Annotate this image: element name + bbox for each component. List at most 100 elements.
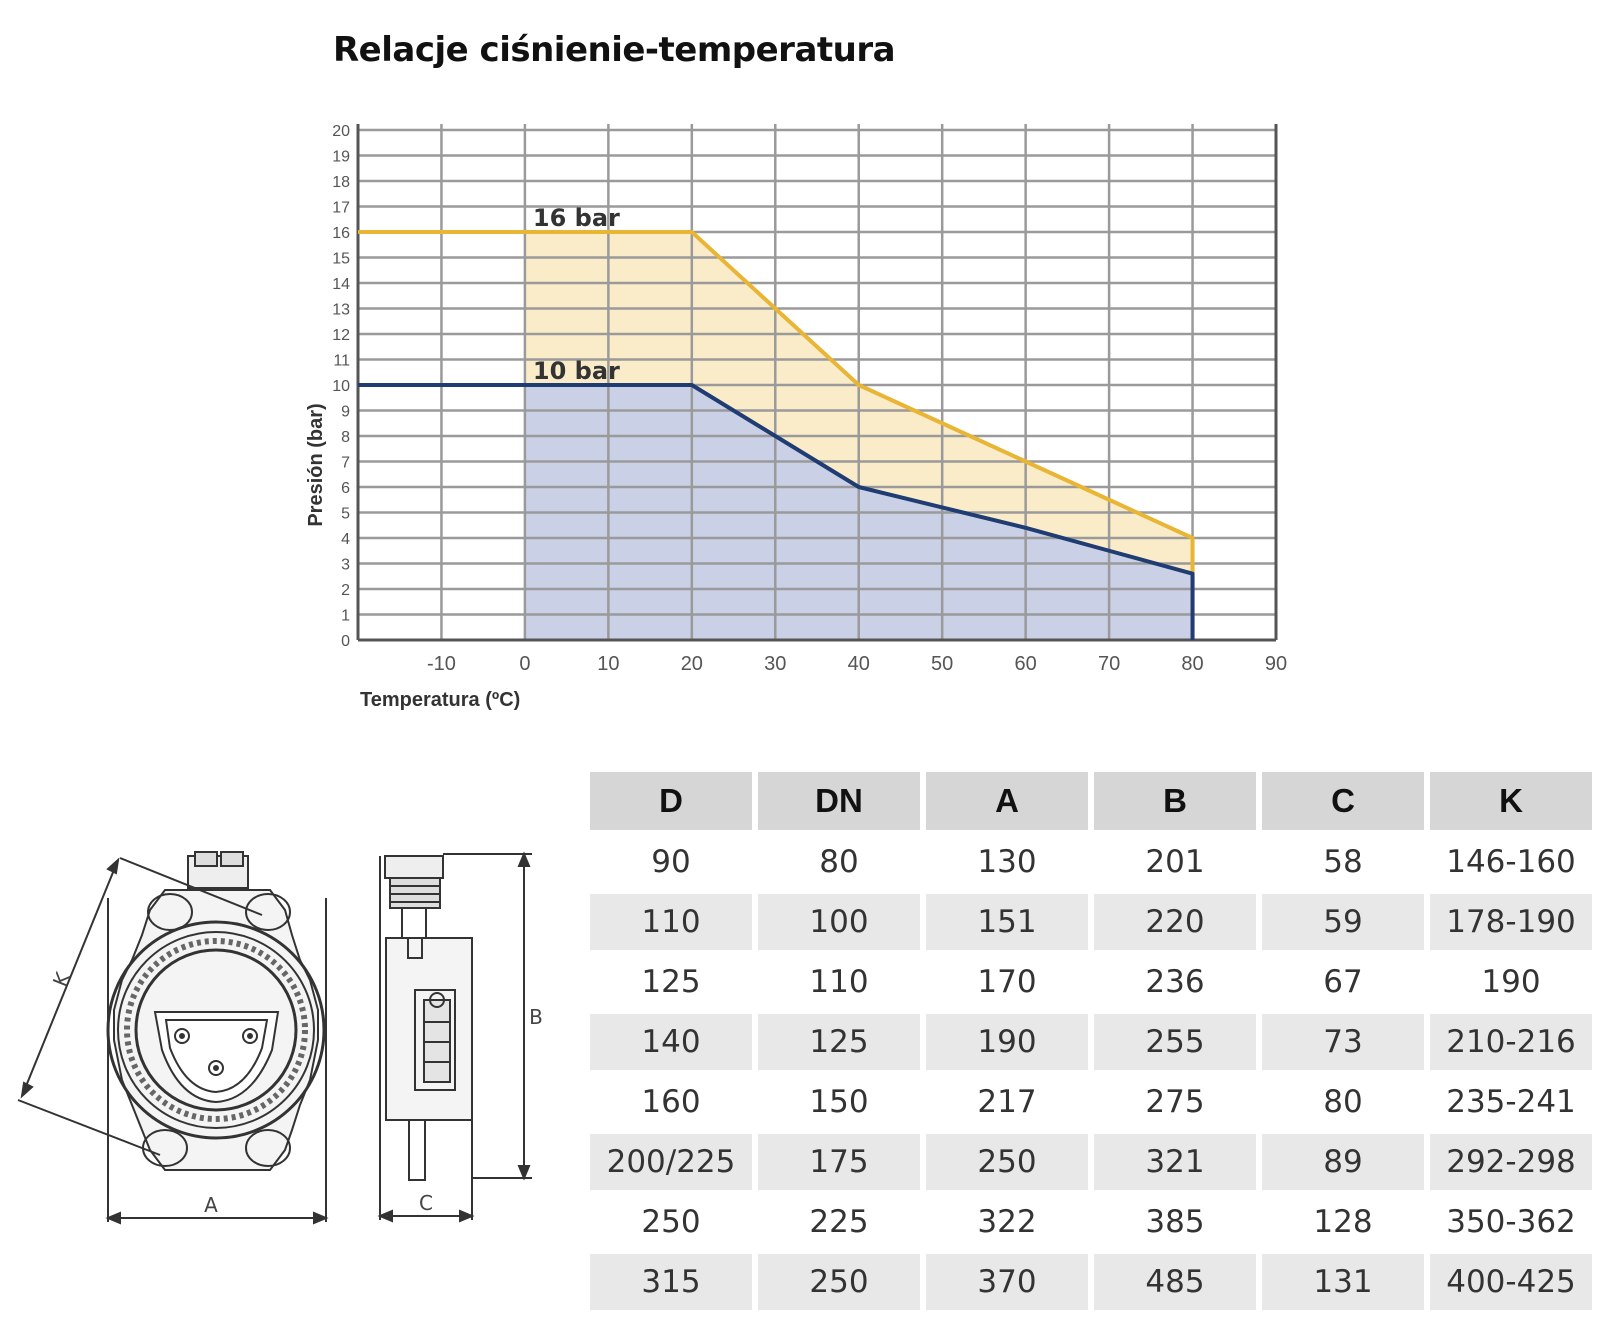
y-tick-label: 2 [341, 582, 350, 599]
dimensions-table: D DN A B C K 90 80 130 201 58 146-160 110 100 151 220 5… [584, 768, 1598, 1314]
table-cell: 190 [926, 1014, 1088, 1070]
table-cell: 151 [926, 894, 1088, 950]
x-tick-label: 40 [848, 653, 870, 675]
table-cell: 485 [1094, 1254, 1256, 1310]
y-tick-label: 0 [341, 633, 350, 650]
y-tick-label: 19 [332, 149, 350, 166]
table-cell: 225 [809, 1204, 869, 1240]
table-cell: 175 [758, 1134, 920, 1190]
y-tick-label: 12 [332, 327, 350, 344]
y-tick-label: 13 [332, 302, 350, 319]
series-label: 10 bar [533, 357, 620, 385]
y-tick-label: 10 [332, 378, 350, 395]
table-cell: 100 [758, 894, 920, 950]
table-row: 125 110 170 236 67 190 [590, 954, 1592, 1010]
table-row: 110 100 151 220 59 178-190 [590, 894, 1592, 950]
table-cell: 110 [809, 964, 869, 1000]
side-view [377, 851, 532, 1223]
table-cell: 190 [1481, 964, 1541, 1000]
x-axis-title: Temperatura (ºC) [360, 689, 520, 711]
y-tick-label: 5 [341, 506, 350, 523]
table-cell: 89 [1262, 1134, 1424, 1190]
table-cell: 292-298 [1430, 1134, 1592, 1190]
x-tick-label: 70 [1098, 653, 1120, 675]
table-cell: 370 [926, 1254, 1088, 1310]
column-header: D [590, 772, 752, 830]
dimension-a-label: A [204, 1193, 218, 1217]
table-row: 315 250 370 485 131 400-425 [590, 1254, 1592, 1310]
table-cell: 201 [1145, 844, 1205, 880]
table-header-row: D DN A B C K [590, 772, 1592, 830]
y-tick-label: 11 [333, 353, 350, 370]
table-row: 140 125 190 255 73 210-216 [590, 1014, 1592, 1070]
x-tick-label: 0 [519, 653, 530, 675]
table-cell: 80 [1323, 1084, 1363, 1120]
table-cell: 80 [819, 844, 859, 880]
table-row: 200/225 175 250 321 89 292-298 [590, 1134, 1592, 1190]
y-tick-label: 6 [341, 480, 350, 497]
column-header: C [1262, 772, 1424, 830]
table-cell: 73 [1262, 1014, 1424, 1070]
valve-technical-drawing: A K C B [17, 851, 543, 1225]
table-cell: 220 [1094, 894, 1256, 950]
y-tick-label: 1 [341, 608, 350, 625]
x-tick-label: 30 [764, 653, 786, 675]
table-cell: 321 [1094, 1134, 1256, 1190]
dimension-k-label: K [48, 968, 75, 990]
table-row: 160 150 217 275 80 235-241 [590, 1074, 1592, 1130]
y-tick-label: 17 [332, 200, 350, 217]
x-tick-label: 80 [1181, 653, 1203, 675]
x-tick-label: 20 [681, 653, 703, 675]
table-cell: 170 [977, 964, 1037, 1000]
table-cell: 235-241 [1446, 1084, 1576, 1120]
table-cell: 255 [1094, 1014, 1256, 1070]
table-cell: 250 [641, 1204, 701, 1240]
table-cell: 250 [758, 1254, 920, 1310]
y-tick-label: 18 [332, 174, 350, 191]
table-cell: 125 [758, 1014, 920, 1070]
table-cell: 178-190 [1430, 894, 1592, 950]
y-tick-label: 9 [341, 404, 350, 421]
table-cell: 58 [1323, 844, 1363, 880]
table-row: 90 80 130 201 58 146-160 [590, 834, 1592, 890]
x-tick-label: 90 [1265, 653, 1287, 675]
table-cell: 150 [809, 1084, 869, 1120]
dimension-c-label: C [419, 1191, 433, 1215]
table-cell: 250 [926, 1134, 1088, 1190]
series-line-10-bar [358, 383, 1195, 640]
table-cell: 128 [1313, 1204, 1373, 1240]
y-axis-title: Presión (bar) [305, 403, 327, 526]
table-cell: 67 [1323, 964, 1363, 1000]
y-tick-label: 20 [332, 123, 350, 140]
column-header: K [1430, 772, 1592, 830]
table-cell: 160 [641, 1084, 701, 1120]
table-cell: 130 [977, 844, 1037, 880]
table-cell: 322 [977, 1204, 1037, 1240]
y-tick-label: 15 [332, 251, 350, 268]
y-tick-label: 4 [341, 531, 350, 548]
table-cell: 350-362 [1446, 1204, 1576, 1240]
table-cell: 385 [1145, 1204, 1205, 1240]
table-cell: 146-160 [1446, 844, 1576, 880]
table-cell: 200/225 [590, 1134, 752, 1190]
x-tick-label: -10 [427, 653, 456, 675]
table-cell: 59 [1262, 894, 1424, 950]
table-row: 250 225 322 385 128 350-362 [590, 1194, 1592, 1250]
y-tick-label: 14 [332, 276, 350, 293]
dimension-b-label: B [529, 1005, 543, 1029]
table-cell: 140 [590, 1014, 752, 1070]
series-line-16-bar [358, 230, 1195, 640]
table-cell: 315 [590, 1254, 752, 1310]
column-header: B [1094, 772, 1256, 830]
table-cell: 210-216 [1430, 1014, 1592, 1070]
table-cell: 400-425 [1430, 1254, 1592, 1310]
table-cell: 217 [977, 1084, 1037, 1120]
table-cell: 110 [590, 894, 752, 950]
y-tick-label: 16 [332, 225, 350, 242]
table-cell: 90 [651, 844, 691, 880]
column-header: DN [758, 772, 920, 830]
x-tick-label: 10 [597, 653, 619, 675]
column-header: A [926, 772, 1088, 830]
page-title: Relacje ciśnienie-temperatura [333, 30, 896, 70]
